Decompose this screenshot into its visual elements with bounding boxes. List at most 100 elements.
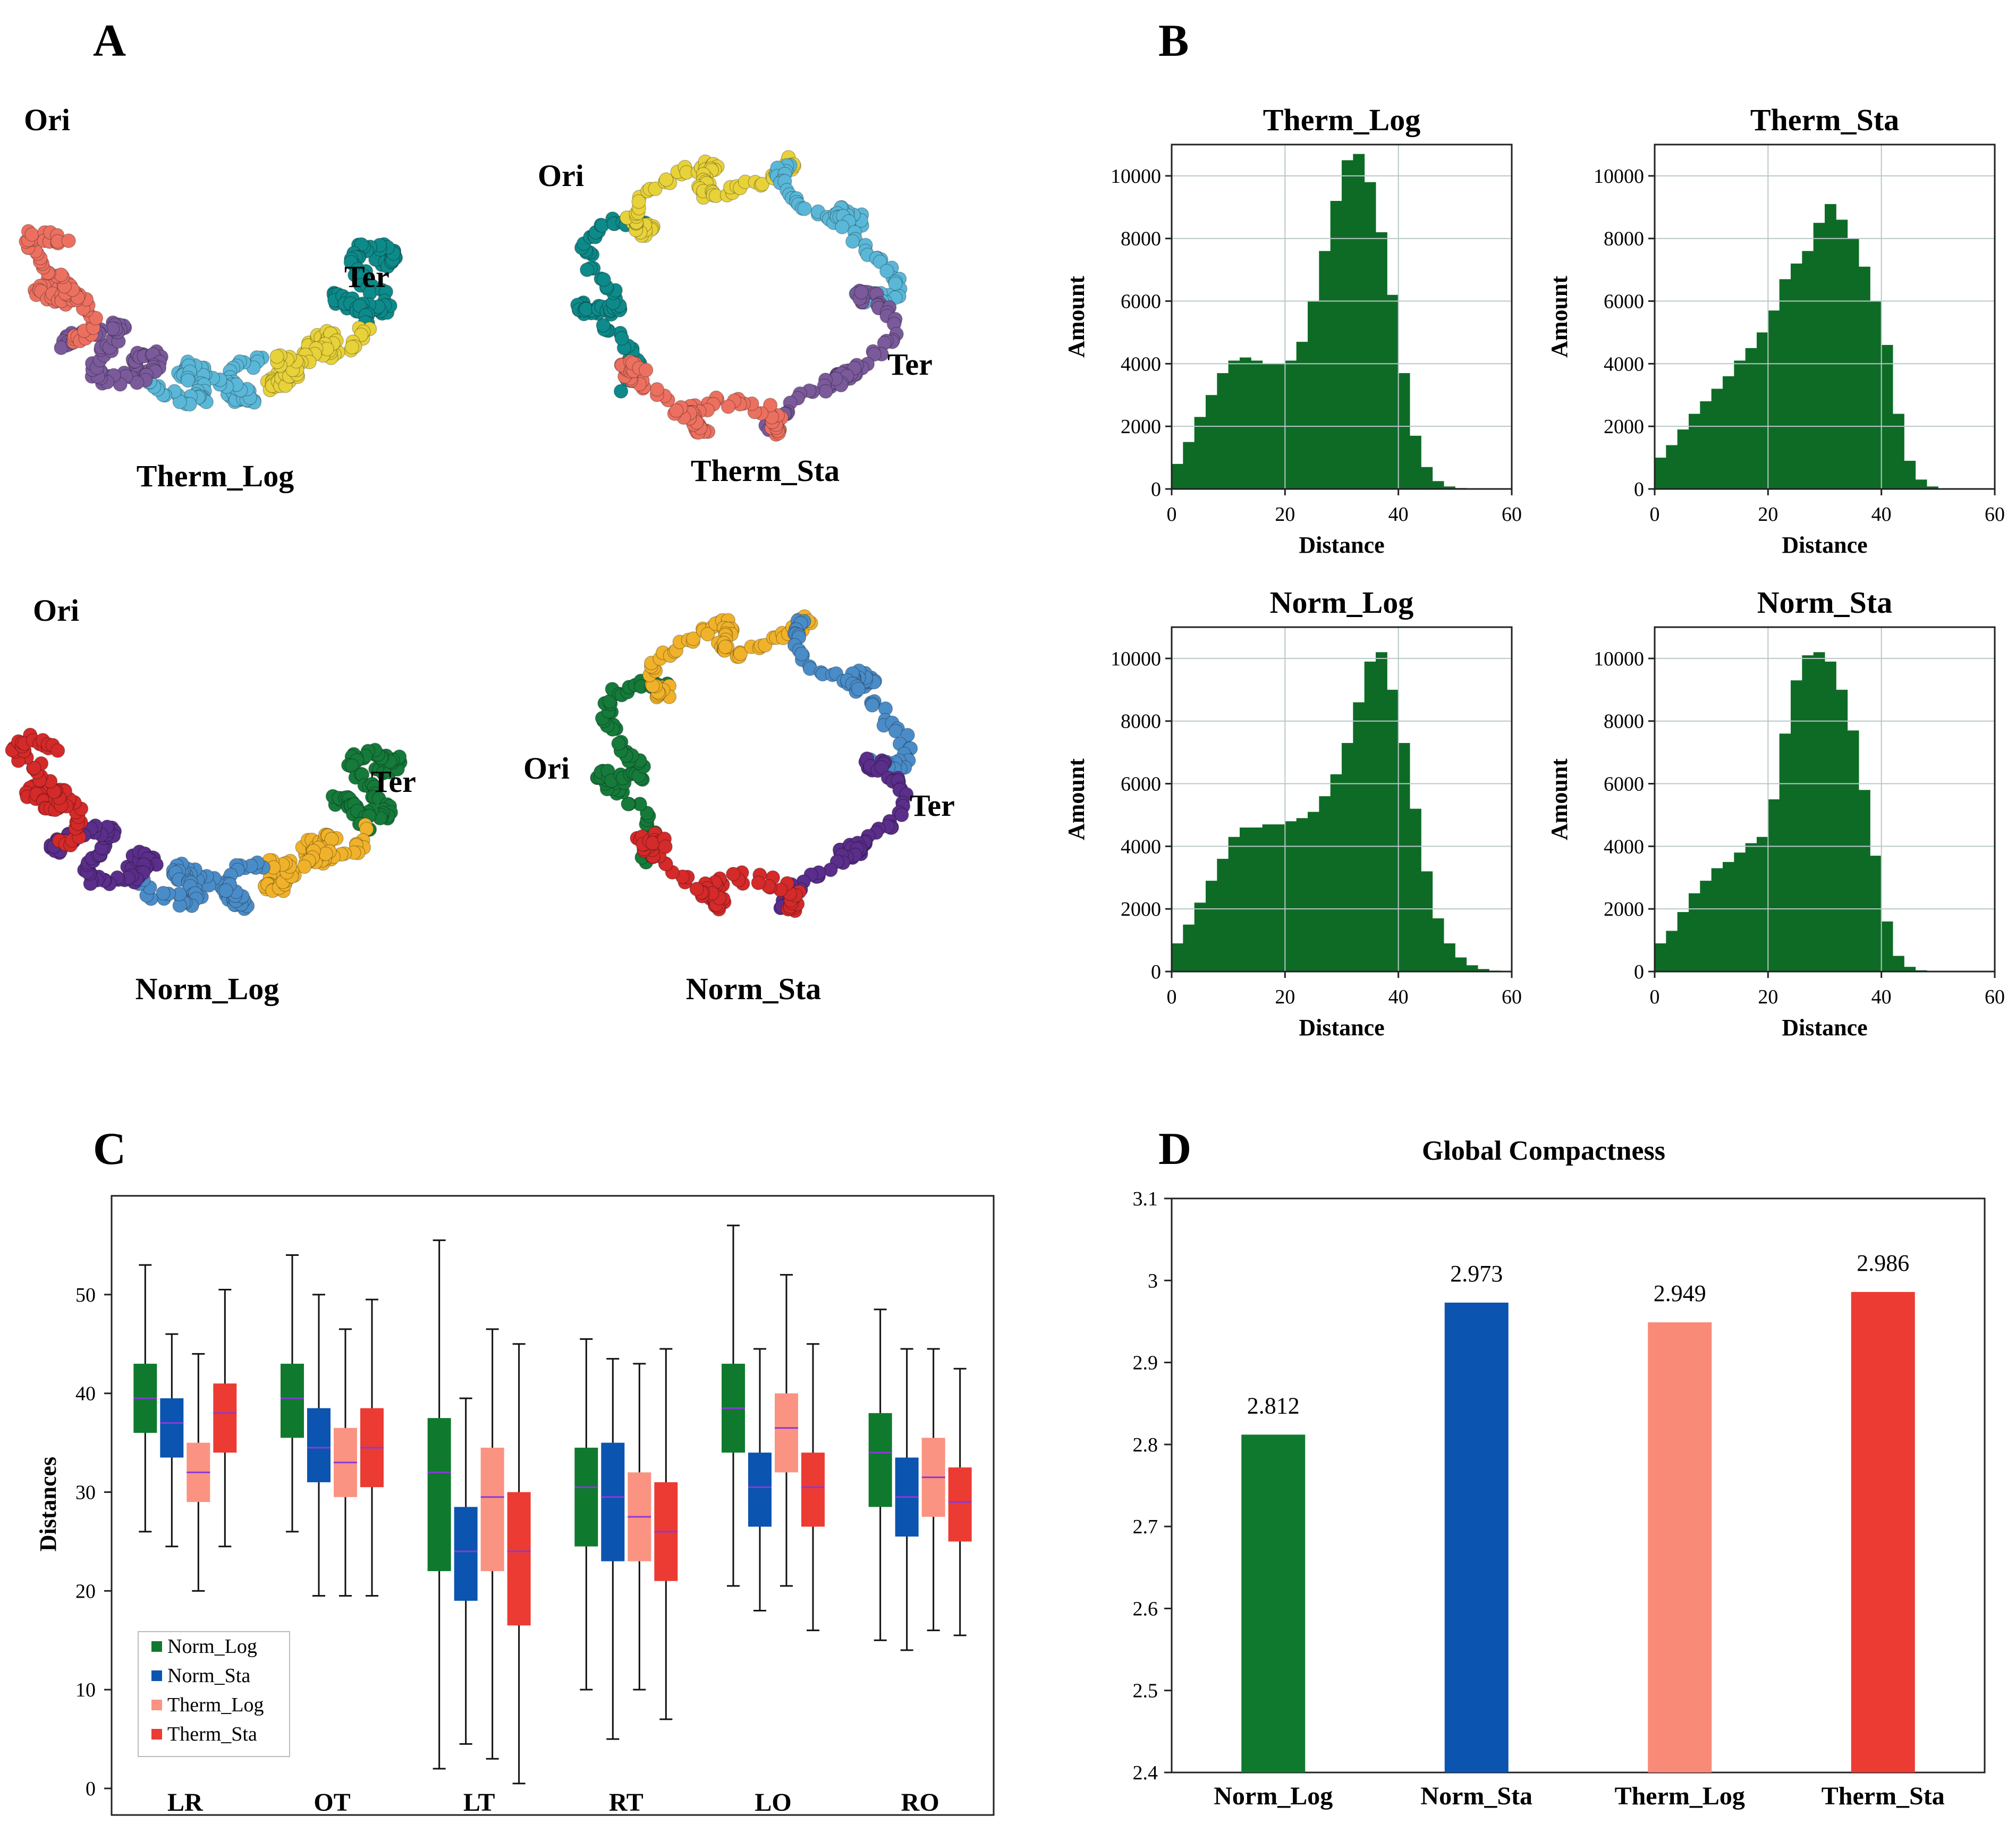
- histogram-bar: [1870, 301, 1882, 489]
- y-tick-label: 0: [1634, 961, 1644, 983]
- box-body: [507, 1492, 531, 1626]
- chain-bead: [130, 375, 145, 390]
- y-tick-label: 40: [75, 1383, 96, 1405]
- histogram-bar: [1859, 266, 1870, 489]
- chain-bead: [596, 318, 611, 333]
- bar-value-label: 2.973: [1450, 1261, 1503, 1287]
- chain-bead: [613, 384, 629, 399]
- x-tick-label: 40: [1871, 503, 1892, 526]
- histogram-bar: [1308, 301, 1319, 489]
- histogram-bar: [1893, 413, 1904, 489]
- x-axis-label: Distance: [1782, 1015, 1867, 1041]
- histogram-bar: [1689, 893, 1700, 972]
- histogram-bar: [1376, 232, 1387, 489]
- y-tick-label: 0: [1151, 961, 1161, 983]
- chain-bead: [324, 832, 339, 847]
- panel-letter-d: D: [1158, 1123, 1191, 1174]
- legend-swatch-norm-sta: [151, 1670, 162, 1681]
- x-tick-label: 20: [1275, 986, 1295, 1008]
- histogram-bar: [1206, 395, 1217, 489]
- y-tick-label: 2.6: [1133, 1598, 1158, 1620]
- chain-bead: [894, 807, 909, 822]
- histogram-bar: [1745, 843, 1757, 972]
- category-label: Norm_Log: [1214, 1782, 1333, 1810]
- histogram-bar: [1319, 796, 1331, 972]
- histogram-bar: [1847, 730, 1859, 972]
- x-tick-label: 0: [1167, 503, 1177, 526]
- structure-therm-log: Ori Ter Therm_Log: [19, 103, 403, 493]
- histogram-bar: [1915, 479, 1927, 489]
- histogram-bar: [1802, 655, 1814, 972]
- bar: [1851, 1291, 1915, 1772]
- box-body: [307, 1408, 331, 1482]
- y-axis-label: Amount: [1063, 276, 1089, 358]
- ter-label-therm-sta: Ter: [887, 347, 933, 382]
- category-label: LR: [167, 1788, 204, 1817]
- panel-letter-b: B: [1158, 15, 1189, 66]
- structure-therm-sta: Ori Ter Therm_Sta: [538, 150, 933, 488]
- chain-bead: [649, 382, 665, 397]
- x-tick-label: 20: [1758, 503, 1778, 526]
- histogram-bar: [1387, 294, 1399, 489]
- chain-bead: [851, 681, 866, 697]
- chain-bead: [763, 398, 778, 413]
- histogram-bar: [1342, 160, 1353, 489]
- bar-value-label: 2.949: [1654, 1280, 1706, 1306]
- chain-bead: [874, 759, 890, 775]
- chain-bead: [865, 698, 880, 713]
- y-tick-label: 4000: [1604, 353, 1644, 375]
- histogram-bar: [1330, 774, 1342, 972]
- chain-bead: [24, 227, 39, 242]
- y-tick-label: 10: [75, 1679, 96, 1701]
- histogram-bar: [1655, 458, 1666, 489]
- histogram-title: Norm_Sta: [1757, 585, 1893, 620]
- panel-c-boxplot: 0 10 20 30 40 50 LR OT LT RT LO RO Distances Norm_L…: [35, 1195, 995, 1817]
- histogram-title: Norm_Log: [1270, 585, 1414, 620]
- y-tick-label: 6000: [1121, 291, 1161, 313]
- histogram-bar: [1296, 818, 1308, 972]
- histogram-bar: [1711, 868, 1723, 972]
- boxplot-content: 0 10 20 30 40 50 LR OT LT RT LO RO: [75, 1225, 972, 1817]
- x-tick-label: 40: [1388, 503, 1409, 526]
- histogram-bar: [1779, 279, 1791, 489]
- chain-bead: [867, 347, 882, 362]
- y-tick-label: 10000: [1594, 648, 1644, 670]
- chain-bead: [669, 403, 684, 418]
- box-body: [480, 1447, 504, 1572]
- box-body: [574, 1447, 598, 1547]
- structure-title-therm-sta: Therm_Sta: [691, 453, 840, 488]
- x-tick-label: 20: [1275, 503, 1295, 526]
- y-tick-label: 8000: [1121, 711, 1161, 733]
- panel-letter-a: A: [93, 15, 126, 66]
- structure-norm-sta: Ori Ter Norm_Sta: [523, 609, 955, 1006]
- chain-bead: [733, 646, 748, 661]
- histogram-bar: [1723, 376, 1734, 489]
- chain-bead: [721, 399, 736, 414]
- panel-d-barchart: Global Compactness 2.4 2.5 2.6 2.7 2.8 2.9 3 3.…: [1133, 1136, 1986, 1810]
- panel-b-histograms: Therm_Log Distance Amount 0 20 40 600200040…: [1063, 103, 2005, 1041]
- histogram-bar: [1251, 360, 1263, 489]
- histogram-frame: [1654, 143, 1996, 490]
- histogram-bar: [1364, 661, 1376, 972]
- histogram-bar: [1711, 389, 1723, 489]
- chain-bead: [755, 176, 770, 192]
- histogram-bar: [1172, 943, 1183, 972]
- histogram-bar: [1274, 824, 1285, 972]
- bar-chart-content: 2.4 2.5 2.6 2.7 2.8 2.9 3 3.1 2.812 Norm_Log 2.973…: [1133, 1188, 1945, 1810]
- histogram-bar: [1421, 871, 1433, 972]
- histogram-bar: [1308, 812, 1319, 972]
- histogram-bar: [1881, 921, 1893, 972]
- chain-bead: [596, 272, 611, 287]
- chain-bead: [50, 743, 65, 758]
- histogram-bar: [1870, 856, 1882, 972]
- histogram-bar: [1240, 357, 1251, 489]
- y-tick-label: 20: [75, 1580, 96, 1602]
- histogram-bar: [1677, 912, 1689, 972]
- histogram-bar: [1689, 413, 1700, 489]
- chain-bead: [611, 736, 626, 751]
- histogram-bar: [1353, 702, 1365, 972]
- x-tick-label: 20: [1758, 986, 1778, 1008]
- histogram-title: Therm_Log: [1263, 103, 1420, 137]
- bar-value-label: 2.986: [1857, 1250, 1909, 1276]
- chain-bead: [835, 219, 850, 234]
